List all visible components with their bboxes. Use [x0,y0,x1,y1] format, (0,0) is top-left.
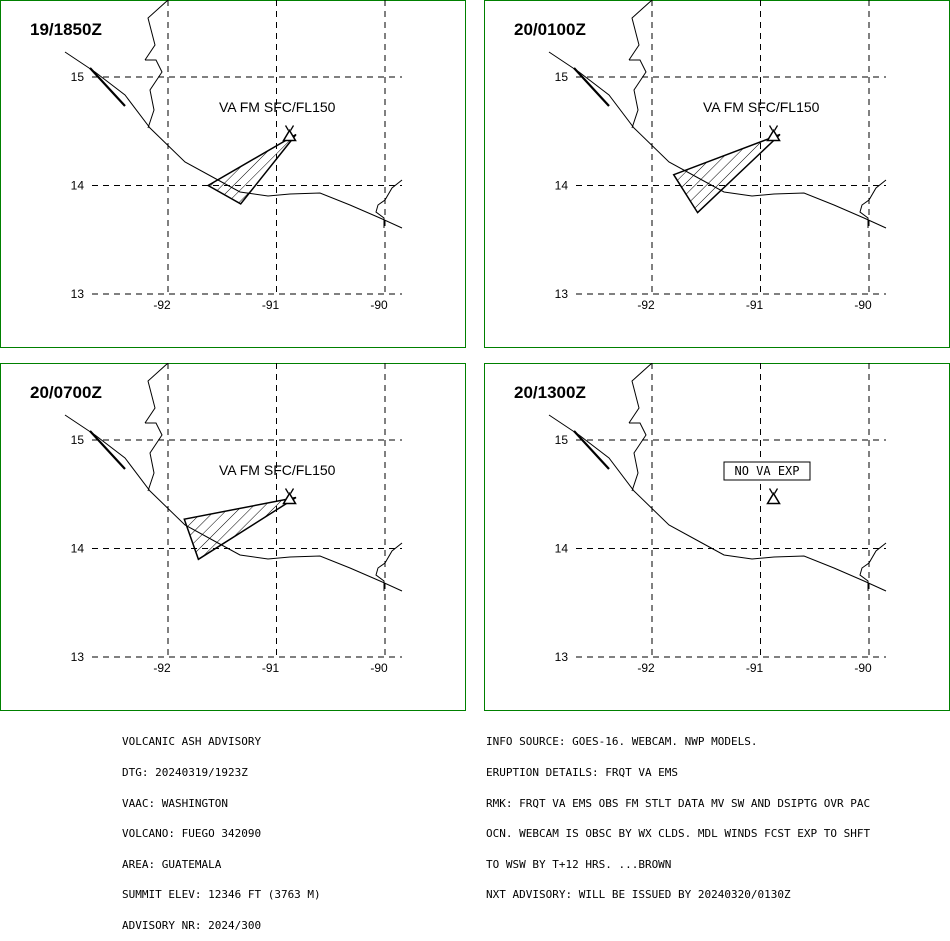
forecast-panel-t18: 15 14 13 -92 -91 -90 20/1300Z NO VA EXP [484,363,950,711]
longitude-label: -90 [854,661,872,675]
advisory-line: OCN. WEBCAM IS OBSC BY WX CLDS. MDL WIND… [486,827,871,841]
coastline-segment [573,67,610,107]
advisory-line: VOLCANO: FUEGO 342090 [122,827,262,841]
advisory-line: TO WSW BY T+12 HRS. ...BROWN [486,857,672,871]
advisory-line: ERUPTION DETAILS: FRQT VA EMS [486,766,679,779]
forecast-time: 20/0100Z [514,20,586,39]
country-border [375,179,403,228]
ash-label: NO VA EXP [734,464,799,478]
forecast-time: 20/1300Z [514,383,586,402]
longitude-label: -91 [262,661,280,675]
coastline-segment [89,67,126,107]
forecast-time: 19/1850Z [30,20,102,39]
map-canvas: 15 14 13 -92 -91 -90 20/0100Z VA FM SFC/FL150 [484,0,950,348]
country-border [628,0,653,61]
longitude-label: -90 [370,298,388,312]
latitude-label: 15 [71,433,85,447]
coastline [64,414,403,592]
latitude-label: 14 [555,542,569,556]
longitude-label: -91 [262,298,280,312]
forecast-time: 20/0700Z [30,383,102,402]
country-border [629,59,647,129]
longitude-label: -92 [637,298,655,312]
no-ash-box: NO VA EXP [723,461,811,481]
forecast-panel-t6: 15 14 13 -92 -91 -90 20/0100Z VA FM SFC/FL150 [484,0,950,348]
longitude-label: -91 [746,661,764,675]
coastline-segment [573,430,610,470]
advisory-line: VOLCANIC ASH ADVISORY [122,735,262,749]
advisory-line: VAAC: WASHINGTON [122,796,228,810]
ash-cloud-polygon [183,496,297,561]
country-border [375,542,403,591]
advisory-line: INFO SOURCE: GOES-16. WEBCAM. NWP MODELS… [486,735,758,749]
advisory-line: RMK: FRQT VA EMS OBS FM STLT DATA MV SW … [486,796,871,810]
country-border [628,363,653,424]
map-canvas: 15 14 13 -92 -91 -90 20/0700Z VA FM SFC/FL150 [0,363,466,711]
longitude-label: -92 [637,661,655,675]
country-border [145,422,163,492]
country-border [629,422,647,492]
longitude-label: -90 [854,298,872,312]
longitude-label: -90 [370,661,388,675]
latitude-label: 15 [71,70,85,84]
latitude-label: 15 [555,70,569,84]
longitude-label: -92 [153,298,171,312]
ash-cloud-polygon [206,133,297,205]
latitude-label: 13 [555,287,569,301]
latitude-label: 14 [555,179,569,193]
country-border [859,179,887,228]
country-border [145,59,163,129]
advisory-header-block: VOLCANIC ASH ADVISORY DTG: 20240319/1923… [122,717,321,941]
advisory-remarks-block: INFO SOURCE: GOES-16. WEBCAM. NWP MODELS… [486,717,870,911]
ash-cloud-polygon [672,133,781,214]
advisory-line: DTG: 20240319/1923Z [122,766,248,779]
advisory-line: ADVISORY NR: 2024/300 [122,918,262,932]
country-border [144,0,169,61]
panel-border [484,363,950,711]
forecast-panel-t12: 15 14 13 -92 -91 -90 20/0700Z VA FM SFC/FL150 [0,363,466,711]
volcano-icon [766,125,781,142]
coastline [548,414,887,592]
forecast-panel-t0: 15 14 13 -92 -91 -90 19/1850Z VA FM SFC/FL150 [0,0,466,348]
longitude-label: -91 [746,298,764,312]
advisory-line: NXT ADVISORY: WILL BE ISSUED BY 20240320… [486,888,791,902]
latitude-label: 13 [555,650,569,664]
ash-label: VA FM SFC/FL150 [219,462,336,478]
longitude-label: -92 [153,661,171,675]
advisory-line: AREA: GUATEMALA [122,857,222,871]
map-canvas: 15 14 13 -92 -91 -90 19/1850Z VA FM SFC/FL150 [0,0,466,348]
country-border [144,363,169,424]
ash-label: VA FM SFC/FL150 [219,99,336,115]
volcano-icon [766,488,781,505]
volcano-icon [282,125,297,142]
country-border [859,542,887,591]
ash-label: VA FM SFC/FL150 [703,99,820,115]
latitude-label: 15 [555,433,569,447]
latitude-label: 13 [71,650,85,664]
latitude-label: 14 [71,179,85,193]
advisory-line: SUMMIT ELEV: 12346 FT (3763 M) [122,888,321,902]
coastline [548,51,887,229]
latitude-label: 13 [71,287,85,301]
latitude-label: 14 [71,542,85,556]
coastline-segment [89,430,126,470]
volcano-icon [282,488,297,505]
map-canvas: 15 14 13 -92 -91 -90 20/1300Z NO VA EXP [484,363,950,711]
